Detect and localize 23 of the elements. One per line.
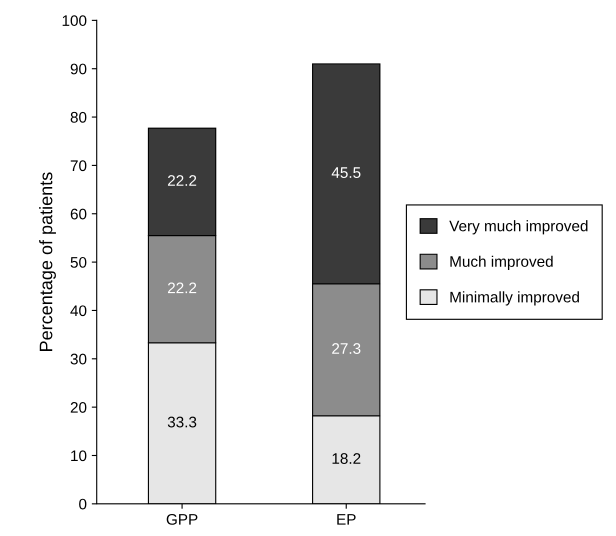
y-tick-label: 20 [70,402,86,413]
y-axis-title: Percentage of patients [39,172,56,351]
y-tick-label: 0 [79,498,86,510]
data-label: 27.3 [332,343,360,354]
legend-label: Much improved [450,256,553,270]
y-tick-label: 40 [70,305,86,316]
data-label: 18.2 [332,453,360,464]
legend-label: Very much improved [449,220,588,234]
x-tick-label: GPP [166,514,198,525]
legend-label: Minimally improved [450,291,579,306]
y-tick-label: 90 [70,64,86,74]
data-label: 22.2 [168,175,196,186]
y-tick-label: 30 [70,354,86,364]
data-label: 33.3 [168,416,196,428]
data-label: 22.2 [168,282,196,294]
y-tick-label: 70 [70,160,86,172]
data-label: 45.5 [332,167,360,178]
y-tick-label: 60 [70,208,86,220]
y-tick-label: 50 [70,256,86,268]
y-tick-label: 10 [71,450,86,462]
x-tick-label: EP [337,514,356,525]
y-tick-label: 80 [70,112,86,123]
y-tick-label: 100 [62,15,86,26]
